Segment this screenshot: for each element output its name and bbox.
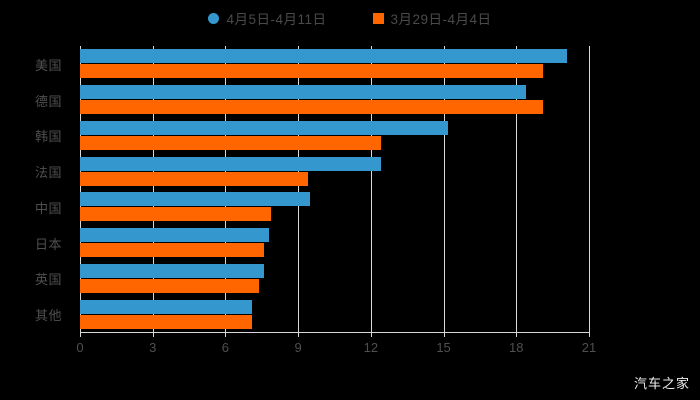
gridline-x-12 (370, 46, 372, 332)
x-axis-label-12: 12 (363, 340, 379, 355)
bar-日本-series-1[interactable] (80, 243, 265, 258)
bar-其他-series-1[interactable] (80, 314, 253, 329)
x-axis-tick-labels: 0 3 6 9 12 15 18 21 (0, 340, 700, 362)
tick-mark-x-9 (298, 332, 300, 337)
bar-英国-series-1[interactable] (80, 278, 260, 293)
gridline-x-21 (589, 46, 590, 332)
bar-其他-series-0[interactable] (80, 299, 253, 314)
bar-韩国-series-0[interactable] (80, 120, 449, 135)
y-axis-label-中国: 中国 (34, 200, 62, 216)
bar-美国-series-1[interactable] (80, 64, 543, 79)
x-axis-label-6: 6 (221, 340, 230, 355)
gridline-x-0 (80, 46, 81, 332)
plot-area (80, 46, 590, 332)
legend-label-series-1: 3月29日-4月4日 (390, 12, 492, 27)
tick-mark-x-0 (80, 332, 81, 337)
y-axis-category-labels: 美国德国韩国法国中国日本英国其他 (0, 46, 70, 332)
circle-marker-icon (208, 12, 220, 24)
legend-label-series-0: 4月5日-4月11日 (226, 12, 327, 27)
tick-mark-x-21 (589, 332, 590, 337)
y-axis-label-法国: 法国 (34, 165, 62, 181)
square-marker-icon (372, 12, 384, 24)
bar-法国-series-1[interactable] (80, 171, 308, 186)
tick-mark-x-6 (225, 332, 227, 337)
bar-中国-series-1[interactable] (80, 207, 272, 222)
y-axis-label-德国: 德国 (34, 93, 62, 109)
y-axis-label-英国: 英国 (34, 272, 62, 288)
bar-法国-series-0[interactable] (80, 156, 381, 171)
x-axis-label-18: 18 (509, 340, 524, 355)
bar-英国-series-0[interactable] (80, 263, 265, 278)
tick-mark-x-12 (370, 332, 372, 337)
bar-韩国-series-1[interactable] (80, 135, 381, 150)
x-axis-label-3: 3 (149, 340, 157, 355)
chart-legend: 4月5日-4月11日 3月29日-4月4日 (0, 8, 700, 28)
legend-entry-series-1[interactable]: 3月29日-4月4日 (372, 8, 492, 28)
tick-mark-x-15 (443, 332, 445, 337)
tick-mark-x-3 (152, 332, 154, 337)
y-axis-label-日本: 日本 (34, 236, 62, 252)
bar-德国-series-0[interactable] (80, 85, 526, 100)
y-axis-label-美国: 美国 (34, 57, 62, 73)
x-axis-label-15: 15 (436, 340, 451, 355)
y-axis-label-韩国: 韩国 (34, 129, 62, 145)
bar-日本-series-0[interactable] (80, 228, 270, 243)
gridline-x-3 (152, 46, 154, 332)
y-axis-label-其他: 其他 (34, 308, 62, 324)
gridline-x-9 (298, 46, 300, 332)
x-axis-label-9: 9 (294, 340, 302, 355)
tick-mark-x-18 (516, 332, 518, 337)
bar-德国-series-1[interactable] (80, 100, 543, 115)
x-axis-line (80, 332, 589, 333)
gridline-x-6 (225, 46, 227, 332)
x-axis-label-0: 0 (76, 340, 84, 355)
bar-中国-series-0[interactable] (80, 192, 311, 207)
gridline-x-15 (443, 46, 445, 332)
watermark: 汽车之家 (633, 376, 690, 391)
legend-entry-series-0[interactable]: 4月5日-4月11日 (208, 8, 326, 28)
gridline-x-18 (516, 46, 518, 332)
bar-美国-series-0[interactable] (80, 49, 568, 64)
x-axis-label-21: 21 (581, 340, 597, 355)
